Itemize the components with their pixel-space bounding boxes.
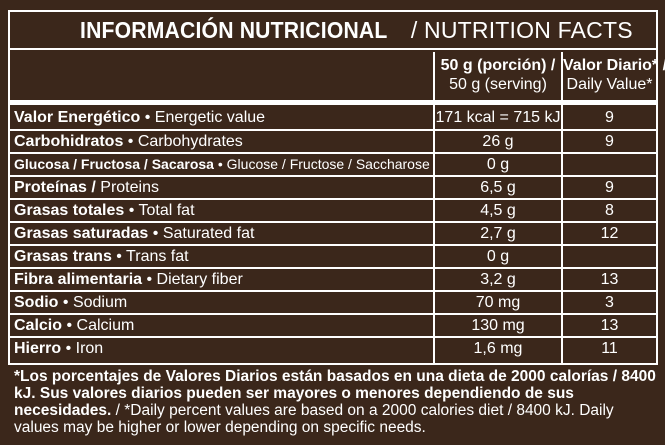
nutrient-daily-value: 9: [605, 179, 614, 196]
nutrient-name-en: • Carbohydrates: [127, 133, 243, 150]
table-row: Sodio • Sodium 70 mg 3: [10, 293, 656, 312]
serving-header-en: 50 g (serving): [449, 76, 547, 93]
table-row: Carbohidratos • Carbohydrates 26 g 9: [10, 132, 656, 151]
row-divider: [10, 221, 656, 223]
nutrient-daily-value: 11: [601, 340, 618, 357]
nutrient-name-en: • Energetic value: [144, 109, 266, 126]
table-row: Fibra alimentaria • Dietary fiber 3,2 g …: [10, 270, 656, 289]
footnote-english: / *Daily percent values are based on a 2…: [14, 402, 614, 436]
nutrient-name-es: Valor Energético: [14, 109, 141, 126]
nutrient-name-es: Grasas trans: [14, 248, 112, 265]
serving-header-es: 50 g (porción) /: [440, 57, 556, 74]
row-divider: [10, 313, 656, 315]
title-spanish: INFORMACIÓN NUTRICIONAL: [80, 16, 388, 43]
nutrient-value: 130 mg: [471, 317, 525, 334]
nutrient-value: 171 kcal = 715 kJ: [435, 109, 561, 126]
nutrient-name-en: • Trans fat: [116, 248, 189, 265]
row-divider: [10, 244, 656, 246]
nutrient-daily-value: 3: [605, 294, 614, 311]
daily-value-header: Valor Diario* / Daily Value*: [563, 56, 665, 94]
title-english: / NUTRITION FACTS: [410, 16, 633, 43]
column-divider-dv: [561, 52, 563, 363]
nutrient-name-en: • Calcium: [66, 317, 135, 334]
nutrient-name-en: • Iron: [65, 340, 104, 357]
nutrient-name-es: Calcio: [14, 317, 63, 334]
nutrient-value: 0 g: [486, 156, 510, 173]
row-divider: [10, 152, 656, 154]
row-divider: [10, 336, 656, 338]
nutrient-name-en: • Saturated fat: [152, 225, 255, 242]
table-row: Valor Energético • Energetic value 171 k…: [10, 108, 656, 127]
nutrient-daily-value: 9: [605, 133, 614, 150]
table-row: Grasas saturadas • Saturated fat 2,7 g 1…: [10, 224, 656, 243]
nutrient-value: 6,5 g: [480, 179, 516, 196]
column-divider-value: [433, 52, 435, 363]
nutrient-name-es: Hierro: [14, 340, 62, 357]
nutrient-daily-value: 13: [600, 271, 619, 288]
footnote: *Los porcentajes de Valores Diarios está…: [14, 368, 659, 436]
nutrient-value: 26 g: [482, 133, 514, 150]
nutrient-name-en: • Sodium: [62, 294, 128, 311]
header-separator: [10, 100, 656, 105]
row-divider: [10, 290, 656, 292]
footnote-spanish: *Los porcentajes de Valores Diarios está…: [14, 368, 656, 419]
row-divider: [10, 129, 656, 131]
nutrient-value: 1,6 mg: [473, 340, 523, 357]
daily-value-header-en: Daily Value*: [566, 76, 653, 93]
nutrient-name-es: Sodio: [14, 294, 59, 311]
nutrient-name-es: Grasas saturadas: [14, 225, 149, 242]
table-row: Calcio • Calcium 130 mg 13: [10, 316, 656, 335]
nutrient-name-en: • Total fat: [128, 202, 195, 219]
nutrient-name-es: Glucosa / Fructosa / Sacarosa: [14, 156, 214, 172]
table-row: Grasas trans • Trans fat 0 g: [10, 247, 656, 266]
table-row: Proteínas / Proteins 6,5 g 9: [10, 178, 656, 197]
nutrient-daily-value: 9: [605, 109, 614, 126]
daily-value-header-es: Valor Diario* /: [563, 57, 665, 74]
table-row: Grasas totales • Total fat 4,5 g 8: [10, 201, 656, 220]
nutrient-name-en: Proteins: [100, 179, 159, 196]
row-divider: [10, 267, 656, 269]
row-divider: [10, 198, 656, 200]
table-row: Hierro • Iron 1,6 mg 11: [10, 339, 656, 358]
nutrient-value: 4,5 g: [480, 202, 516, 219]
nutrient-name-es: Fibra alimentaria: [14, 271, 143, 288]
serving-header: 50 g (porción) / 50 g (serving): [435, 56, 561, 94]
nutrient-value: 3,2 g: [480, 271, 516, 288]
table-title: INFORMACIÓN NUTRICIONAL / NUTRITION FACT…: [10, 12, 656, 50]
nutrient-daily-value: 12: [600, 225, 619, 242]
nutrient-name-es: Grasas totales: [14, 202, 125, 219]
nutrient-name-es: Carbohidratos: [14, 133, 124, 150]
row-divider: [10, 175, 656, 177]
nutrient-value: 70 mg: [475, 294, 521, 311]
nutrient-name-en: • Glucose / Fructose / Saccharose: [217, 156, 430, 172]
nutrient-name-en: • Dietary fiber: [146, 271, 243, 288]
nutrient-value: 0 g: [486, 248, 510, 265]
nutrient-value: 2,7 g: [480, 225, 516, 242]
nutrient-name-es: Proteínas /: [14, 179, 96, 196]
nutrient-daily-value: 8: [605, 202, 614, 219]
nutrient-daily-value: 13: [600, 317, 619, 334]
table-row: Glucosa / Fructosa / Sacarosa • Glucose …: [10, 155, 656, 174]
nutrition-table: INFORMACIÓN NUTRICIONAL / NUTRITION FACT…: [8, 10, 665, 365]
